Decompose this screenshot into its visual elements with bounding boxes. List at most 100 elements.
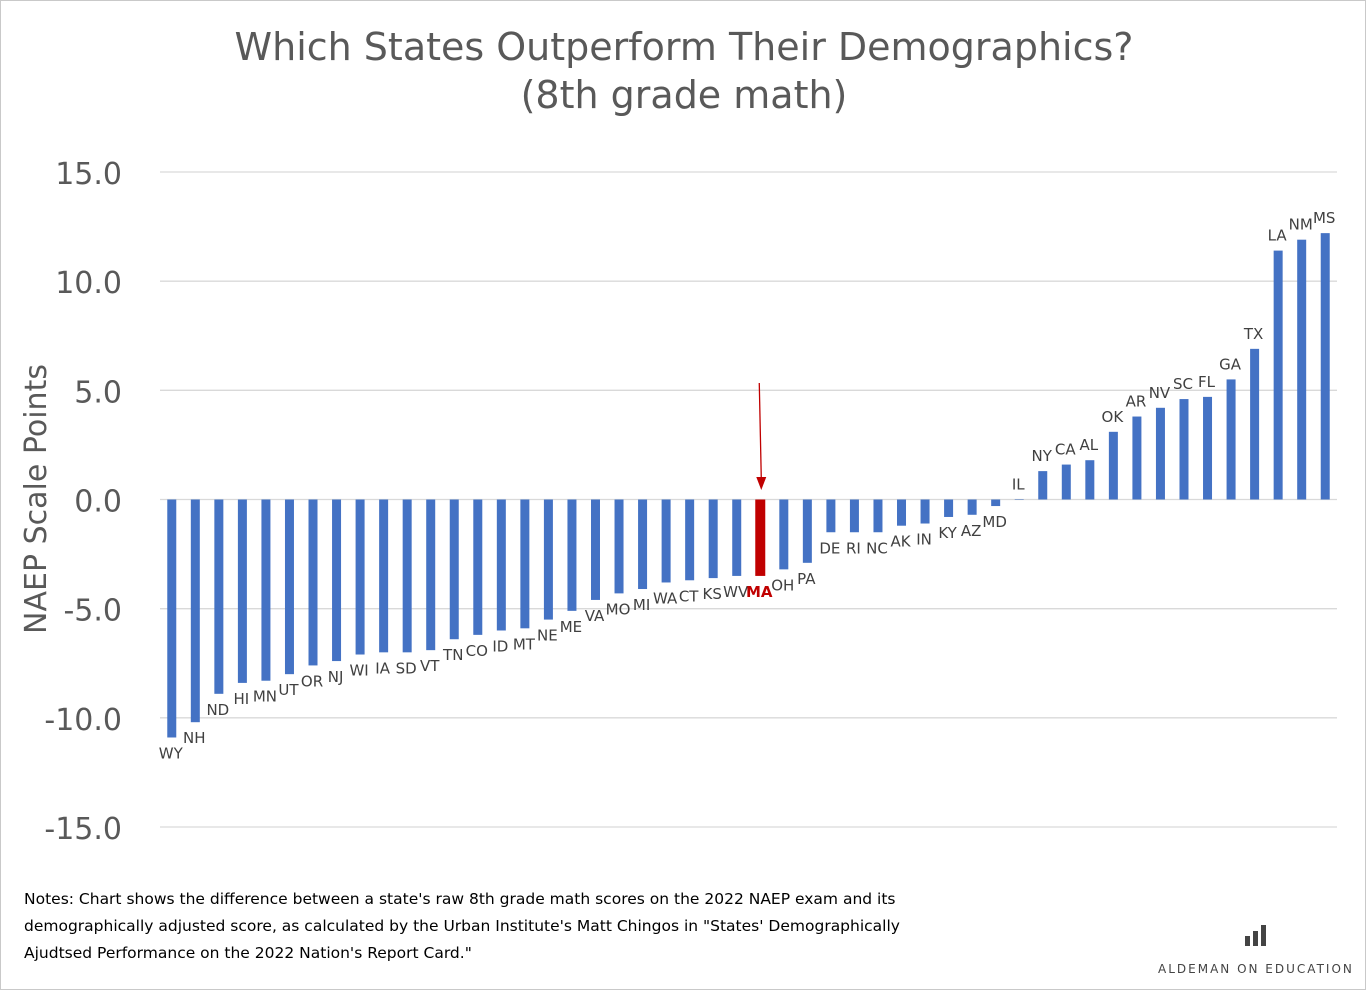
bar — [779, 499, 789, 570]
data-label: SD — [396, 659, 417, 677]
data-label: CA — [1055, 441, 1076, 459]
bar — [543, 499, 553, 620]
bar — [190, 499, 200, 723]
data-label: CO — [466, 642, 488, 660]
data-label: NY — [1032, 447, 1053, 465]
data-label: LA — [1268, 227, 1288, 245]
data-label: NM — [1289, 216, 1313, 234]
data-label: SC — [1173, 375, 1193, 393]
data-label: ME — [560, 618, 582, 636]
data-label: TN — [442, 646, 463, 664]
data-label: AZ — [961, 522, 982, 540]
data-label: TX — [1243, 325, 1263, 343]
bar-chart: 15.0 10.0 5.0 0.0 -5.0 -10.0 -15.0 NAEP Scale P… — [19, 157, 1337, 847]
data-label: PA — [797, 570, 816, 588]
bar — [1297, 239, 1307, 500]
data-label: DE — [819, 539, 840, 557]
data-label: MS — [1313, 209, 1335, 227]
bar — [590, 499, 600, 600]
bar — [991, 499, 1001, 507]
y-tick-label: 5.0 — [74, 375, 122, 410]
bar — [661, 499, 671, 583]
y-tick-label: 0.0 — [74, 485, 122, 520]
bar — [1203, 396, 1213, 500]
data-label: NC — [866, 539, 888, 557]
data-label: CT — [679, 587, 699, 605]
bar — [284, 499, 294, 675]
data-label: GA — [1219, 355, 1242, 373]
chart-title-line-2: (8th grade math) — [520, 72, 848, 117]
y-tick-label: 15.0 — [55, 157, 122, 192]
data-label: MD — [982, 513, 1007, 531]
data-label: KS — [703, 585, 722, 603]
bar — [1155, 407, 1165, 500]
data-label: NE — [537, 627, 558, 645]
bar — [920, 499, 930, 524]
chart-notes: Notes: Chart shows the difference betwee… — [24, 890, 900, 962]
bar — [1250, 348, 1260, 500]
data-label: NV — [1149, 384, 1171, 402]
bar — [496, 499, 506, 631]
bar — [237, 499, 247, 683]
annotation-arrow-line — [758, 382, 762, 479]
data-label: ID — [492, 638, 508, 656]
data-label: OR — [301, 672, 323, 690]
data-label: KY — [938, 524, 957, 542]
data-label: MA — [746, 583, 773, 601]
data-label: WI — [349, 662, 368, 680]
data-label: RI — [846, 539, 861, 557]
bar — [873, 499, 883, 533]
bar — [567, 499, 577, 611]
bar — [1108, 431, 1118, 500]
data-label: AK — [890, 533, 911, 551]
bar — [1085, 460, 1095, 500]
data-label: VT — [420, 657, 440, 675]
data-label: OK — [1102, 408, 1125, 426]
bar — [1320, 233, 1330, 500]
data-label: MT — [513, 635, 536, 653]
data-label: ND — [206, 701, 229, 719]
data-label: VA — [585, 607, 605, 625]
data-label: IL — [1012, 476, 1025, 494]
data-label: IA — [375, 659, 390, 677]
bar — [944, 499, 954, 517]
bar — [1038, 471, 1048, 500]
bar — [614, 499, 624, 594]
bar — [332, 499, 342, 662]
bar — [379, 499, 389, 653]
bar — [473, 499, 483, 635]
data-label: WY — [159, 744, 184, 762]
bar — [167, 499, 177, 738]
y-tick-label: -15.0 — [44, 812, 122, 847]
bar — [1014, 499, 1024, 500]
bar — [1061, 464, 1071, 500]
y-tick-label: -10.0 — [44, 703, 122, 738]
bar — [802, 499, 812, 563]
data-label: NJ — [328, 668, 344, 686]
bar — [402, 499, 412, 653]
bar — [449, 499, 459, 640]
data-label: AR — [1126, 393, 1147, 411]
bar — [755, 499, 766, 576]
bar-chart-icon — [1245, 925, 1266, 946]
bar — [520, 499, 530, 629]
bar — [308, 499, 318, 666]
data-label: WV — [723, 583, 749, 601]
bar — [897, 499, 907, 526]
bar — [849, 499, 859, 533]
data-label: WA — [653, 589, 678, 607]
data-label: FL — [1198, 373, 1216, 391]
bar — [638, 499, 648, 590]
bar — [214, 499, 224, 694]
bar — [826, 499, 836, 533]
annotation-arrow-head — [756, 477, 767, 490]
bar — [426, 499, 436, 651]
data-label: MO — [606, 600, 631, 618]
bar — [732, 499, 742, 576]
bar — [967, 499, 977, 515]
data-label: AL — [1080, 436, 1099, 454]
bar — [355, 499, 365, 655]
data-label: UT — [278, 681, 299, 699]
data-label: MN — [253, 688, 277, 706]
